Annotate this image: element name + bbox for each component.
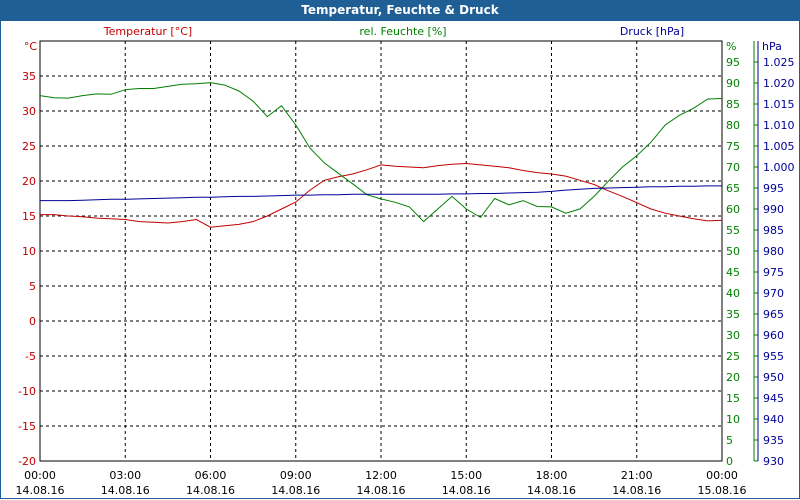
chart-title-bar: Temperatur, Feuchte & Druck: [0, 0, 800, 21]
x-tick-time: 06:00: [195, 469, 227, 482]
temperature-tick-label: -10: [18, 385, 36, 398]
temperature-tick-label: 15: [22, 210, 36, 223]
humidity-tick-label: 45: [726, 266, 740, 279]
humidity-tick-label: 55: [726, 224, 740, 237]
pressure-tick-label: 940: [763, 413, 784, 426]
temperature-tick-label: 30: [22, 105, 36, 118]
series-line-temperature: [40, 162, 723, 228]
humidity-tick-label: 80: [726, 119, 740, 132]
pressure-tick-label: 950: [763, 371, 784, 384]
pressure-tick-label: 1.010: [763, 119, 795, 132]
pressure-tick-label: 945: [763, 392, 784, 405]
temperature-tick-label: 5: [29, 280, 36, 293]
temperature-tick-label: 10: [22, 245, 36, 258]
x-tick-date: 14.08.16: [612, 484, 661, 497]
axes: 00:00 14.08.16 03:00 14.08.16 06:00 14.08.16 0…: [16, 41, 795, 497]
pressure-tick-label: 985: [763, 224, 784, 237]
x-tick-date: 14.08.16: [271, 484, 320, 497]
humidity-tick-label: 20: [726, 371, 740, 384]
x-tick-time: 09:00: [280, 469, 312, 482]
humidity-tick-label: 85: [726, 98, 740, 111]
pressure-tick-label: 1.025: [763, 56, 795, 69]
humidity-tick-label: 95: [726, 56, 740, 69]
pressure-unit: hPa: [762, 40, 782, 53]
temperature-unit: °C: [24, 40, 38, 53]
x-tick-time: 21:00: [621, 469, 653, 482]
pressure-tick-label: 980: [763, 245, 784, 258]
x-tick-date: 14.08.16: [16, 484, 65, 497]
series-line-pressure: [40, 185, 722, 202]
grid-lines: [40, 41, 722, 461]
pressure-tick-label: 1.020: [763, 77, 795, 90]
x-tick-date: 14.08.16: [357, 484, 406, 497]
humidity-unit: %: [726, 40, 736, 53]
x-tick-time: 00:00: [24, 469, 56, 482]
x-tick-date: 15.08.16: [698, 484, 747, 497]
x-tick-time: 00:00: [706, 469, 738, 482]
humidity-tick-label: 10: [726, 413, 740, 426]
temperature-tick-label: -15: [18, 420, 36, 433]
temperature-tick-label: 20: [22, 175, 36, 188]
x-tick-time: 18:00: [536, 469, 568, 482]
pressure-tick-label: 930: [763, 455, 784, 468]
temperature-tick-label: 35: [22, 70, 36, 83]
temperature-tick-label: -5: [25, 350, 36, 363]
temperature-tick-label: 0: [29, 315, 36, 328]
x-tick-date: 14.08.16: [527, 484, 576, 497]
humidity-tick-label: 40: [726, 287, 740, 300]
pressure-tick-label: 975: [763, 266, 784, 279]
humidity-tick-label: 30: [726, 329, 740, 342]
pressure-tick-label: 1.005: [763, 140, 795, 153]
temperature-axis-label: Temperatur [°C]: [103, 25, 192, 38]
x-tick-time: 03:00: [109, 469, 141, 482]
pressure-tick-label: 955: [763, 350, 784, 363]
humidity-tick-label: 50: [726, 245, 740, 258]
humidity-tick-label: 35: [726, 308, 740, 321]
humidity-tick-label: 15: [726, 392, 740, 405]
humidity-tick-label: 65: [726, 182, 740, 195]
pressure-tick-label: 1.000: [763, 161, 795, 174]
humidity-tick-label: 0: [726, 455, 733, 468]
humidity-tick-label: 25: [726, 350, 740, 363]
series-line-humidity: [39, 82, 723, 223]
humidity-tick-label: 90: [726, 77, 740, 90]
pressure-axis-label: Druck [hPa]: [620, 25, 684, 38]
pressure-tick-label: 965: [763, 308, 784, 321]
x-tick-date: 14.08.16: [186, 484, 235, 497]
pressure-tick-label: 970: [763, 287, 784, 300]
humidity-tick-label: 70: [726, 161, 740, 174]
humidity-tick-label: 5: [726, 434, 733, 447]
pressure-tick-label: 990: [763, 203, 784, 216]
temperature-tick-label: -20: [18, 455, 36, 468]
humidity-tick-label: 75: [726, 140, 740, 153]
temperature-tick-label: 25: [22, 140, 36, 153]
x-tick-time: 12:00: [365, 469, 397, 482]
pressure-tick-label: 935: [763, 434, 784, 447]
humidity-axis-label: rel. Feuchte [%]: [359, 25, 446, 38]
window-title: Temperatur, Feuchte & Druck: [301, 3, 499, 17]
pressure-tick-label: 960: [763, 329, 784, 342]
humidity-tick-label: 60: [726, 203, 740, 216]
series-lines: [39, 82, 723, 228]
x-tick-date: 14.08.16: [101, 484, 150, 497]
x-tick-date: 14.08.16: [442, 484, 491, 497]
pressure-tick-label: 995: [763, 182, 784, 195]
pressure-tick-label: 1.015: [763, 98, 795, 111]
x-tick-time: 15:00: [450, 469, 482, 482]
